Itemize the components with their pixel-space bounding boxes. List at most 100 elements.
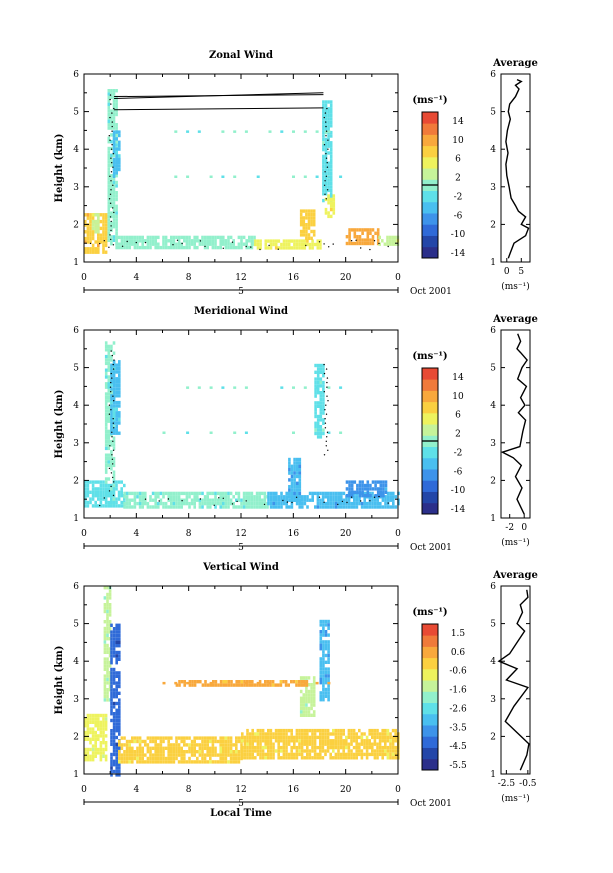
heatmap-cell-region-4 [201,235,204,240]
heatmap-cell-region-3 [196,756,199,761]
heatmap-cell-region-6 [316,418,320,422]
heatmap-cell-region-1 [110,752,113,757]
heatmap-cell-region-3 [240,498,243,502]
heatmap-cell-region-7 [230,683,233,687]
heatmap-cell-region-2 [89,247,92,251]
heatmap-cell-region-2 [84,490,87,494]
heatmap-cell-region-6 [314,414,317,419]
heatmap-cell-region-3 [263,491,267,496]
heatmap-cell-region-7 [305,683,309,687]
heatmap-cell-region-0 [107,153,111,157]
heatmap-cell-region-0 [107,385,111,389]
heatmap-cell-region-3 [177,750,181,754]
heatmap-cell-region-5 [324,630,328,634]
heatmap-cell-region-10 [310,212,313,217]
heatmap-cell-region-3 [175,491,178,496]
contour-dot [325,440,327,442]
heatmap-cell-region-3 [227,753,230,757]
heatmap-cell-region-3 [97,223,100,227]
heatmap-cell-region-9 [388,235,392,240]
heatmap-cell-region-4 [269,728,273,733]
heatmap-cell-region-2 [91,233,95,237]
heatmap-cell-region-1 [115,417,118,422]
x-tick-label: 20 [340,785,352,795]
heatmap-cell-region-3 [227,501,230,506]
contour-dot [231,503,234,505]
heatmap-cell-region-3 [219,498,222,502]
heatmap-cell-region-4 [334,491,338,496]
contour-dot [325,121,327,123]
heatmap-cell-region-5 [290,491,294,496]
heatmap-cell-region-3 [188,495,191,499]
heatmap-cell-region-6 [319,380,323,385]
heatmap-cell-region-3 [149,739,152,744]
colorbar-tick-label: -6 [454,467,463,477]
heatmap-cell-region-4 [298,505,301,509]
heatmap-cell-region-8 [348,228,351,232]
heatmap-cell-region-1 [118,630,121,634]
heatmap-cell-region-4 [339,735,343,740]
contour-dot [250,246,252,248]
heatmap-cell-region-4 [248,245,251,250]
heatmap-cell-region-2 [86,250,90,254]
contour-dot [378,495,380,498]
heatmap-cell-region-3 [149,746,152,750]
heatmap-cell-region-4 [311,739,314,743]
heatmap-cell-region-2 [86,480,90,484]
heatmap-cell-region-2 [89,216,92,220]
heatmap-cell-region-5 [256,246,260,250]
contour-dot [355,239,357,241]
heatmap-cell-region-1 [112,725,116,729]
heatmap-cell-region-1 [115,701,118,706]
heatmap-cell-region-0 [107,92,111,96]
heatmap-cell-region-3 [229,750,233,754]
heatmap-cell-region-3 [180,746,183,750]
heatmap-cell-region-4 [240,235,243,240]
heatmap-cell-region-2 [99,480,103,484]
heatmap-speckle [315,175,319,178]
heatmap-cell-region-5 [290,471,294,475]
heatmap-cell-region-6 [310,700,313,704]
heatmap-cell-region-4 [248,735,252,740]
heatmap-cell-region-7 [358,490,362,494]
contour-dot [109,202,112,204]
heatmap-cell-region-4 [133,235,137,240]
contour-dot [121,245,124,247]
heatmap-cell-region-4 [188,245,191,250]
heatmap-cell-region-6 [329,141,333,145]
heatmap-cell-region-4 [308,739,312,743]
heatmap-cell-region-6 [322,192,325,196]
heatmap-cell-region-4 [337,728,340,733]
heatmap-cell-region-1 [110,674,113,678]
heatmap-cell-region-0 [103,660,107,665]
heatmap-cell-region-4 [391,745,395,750]
heatmap-cell-region-1 [118,400,121,405]
heatmap-cell-region-4 [365,739,369,743]
heatmap-cell-region-4 [321,495,325,499]
heatmap-cell-region-4 [342,745,345,750]
colorbar-segment [422,491,438,504]
heatmap-cell-region-4 [285,495,288,499]
heatmap-cell-region-4 [311,728,314,733]
heatmap-cell-region-6 [316,404,320,408]
heatmap-cell-region-0 [106,603,109,607]
heatmap-cell-region-2 [94,754,97,758]
heatmap-cell-region-10 [312,223,316,227]
heatmap-cell-region-4 [371,498,374,502]
heatmap-cell-region-5 [322,674,325,678]
heatmap-cell-region-4 [326,739,330,743]
heatmap-cell-region-4 [371,728,374,733]
heatmap-cell-region-0 [104,429,108,434]
heatmap-cell-region-7 [384,490,388,494]
heatmap-cell-region-3 [196,736,199,740]
heatmap-cell-region-4 [371,735,374,740]
heatmap-cell-region-2 [84,730,87,735]
heatmap-cell-region-4 [319,491,322,496]
heatmap-cell-region-4 [378,739,382,743]
heatmap-cell-region-5 [319,246,322,250]
x-tick-label: 0 [81,785,87,795]
heatmap-cell-region-3 [203,501,207,506]
heatmap-cell-region-4 [136,239,139,243]
heatmap-cell-region-1 [115,729,118,733]
heatmap-cell-region-0 [115,228,118,232]
